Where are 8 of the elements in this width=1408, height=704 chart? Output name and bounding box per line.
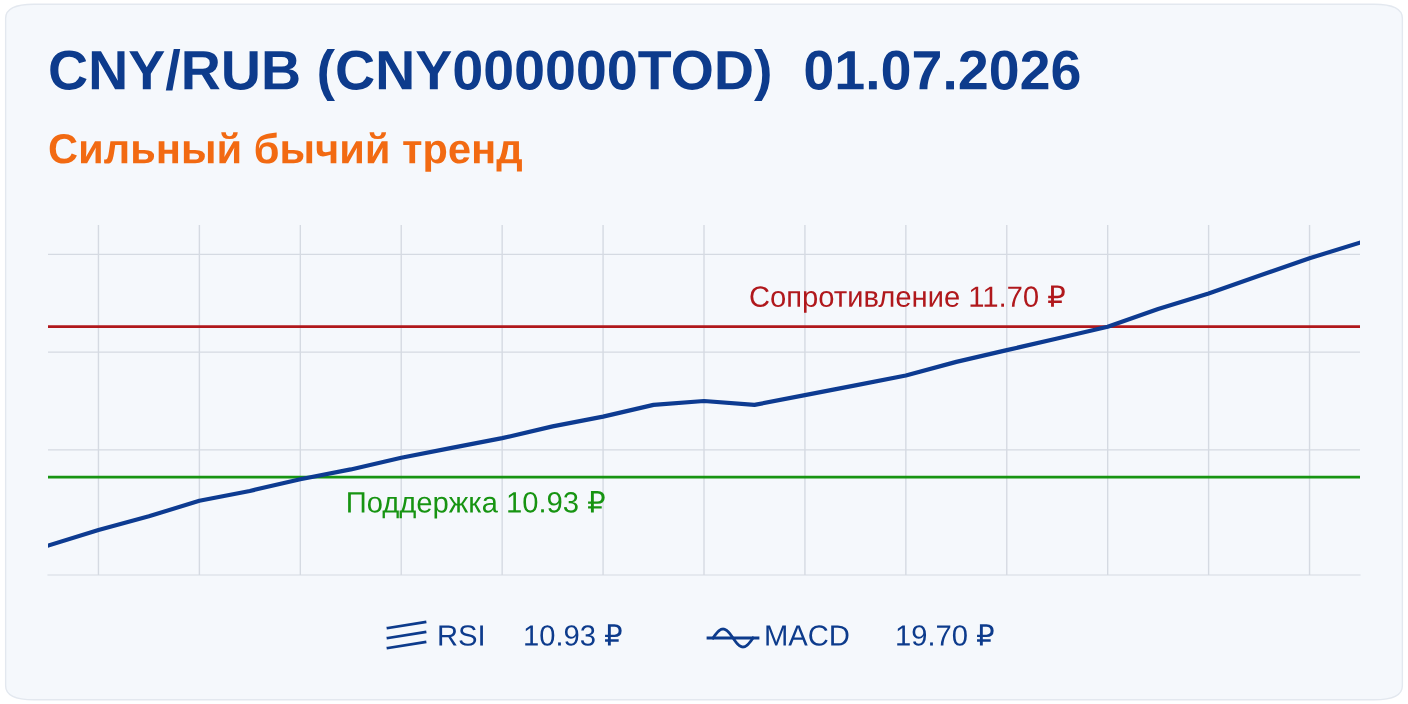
chart-title: CNY/RUB (CNY000000TOD) 01.07.2026: [50, 49, 1080, 101]
ref-line-label: Поддержка 10.93 ₽: [348, 491, 605, 519]
text: 10.93 ₽: [525, 624, 622, 646]
text: 19.70 ₽: [897, 624, 994, 646]
text: MACD: [766, 625, 849, 646]
chart-subtitle: Сильный бычий тренд: [49, 132, 522, 172]
ref-line-label: Сопротивление 11.70 ₽: [750, 285, 1065, 313]
text: RSI: [439, 625, 483, 646]
